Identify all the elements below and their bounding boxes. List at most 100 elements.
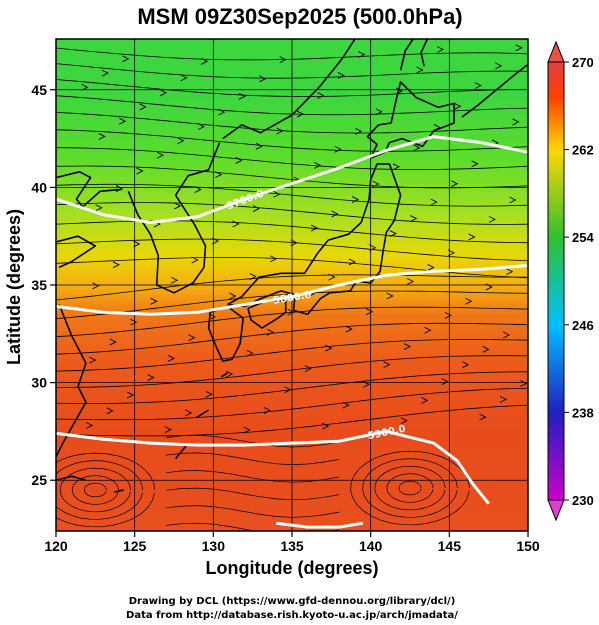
streamline-arrow (454, 103, 462, 110)
streamline-arrow (328, 273, 336, 281)
streamline-arrow (255, 142, 264, 150)
page-title: MSM 09Z30Sep2025 (500.0hPa) (137, 4, 462, 29)
coastline (420, 39, 429, 67)
streamline-arrow (424, 326, 432, 334)
streamline-arrow (314, 161, 322, 169)
streamline-arrow (270, 255, 278, 263)
streamline-arrow (95, 204, 103, 212)
colorbar-top-arrow (547, 40, 565, 63)
y-tick-label: 40 (31, 179, 47, 195)
streamline-arrow (337, 72, 345, 79)
streamline-arrow (321, 422, 330, 430)
streamline-arrow (462, 361, 470, 369)
streamline-arrow (410, 215, 418, 222)
streamline-arrow (279, 56, 287, 64)
streamline-arrow (342, 401, 350, 409)
streamline-arrow (430, 198, 438, 206)
streamline (166, 505, 340, 518)
streamline-arrow (334, 145, 342, 153)
streamline-arrow (515, 44, 523, 52)
streamline-arrow (392, 163, 400, 171)
streamline-arrow (235, 157, 243, 164)
colorbar-body (547, 61, 565, 501)
streamline-arrow (170, 276, 179, 284)
y-axis-ticks: 25 30 35 40 45 (31, 82, 56, 488)
streamline-arrow (474, 82, 482, 90)
streamline-arrow (188, 334, 196, 342)
streamline-arrow (471, 160, 479, 168)
streamline-arrow (509, 196, 517, 204)
coastline (56, 235, 97, 269)
y-tick-label: 35 (31, 277, 47, 293)
colorbar-tick-label: 246 (572, 318, 594, 333)
streamline-arrow (180, 74, 188, 82)
streamline-arrow (358, 51, 366, 58)
streamline-arrow (147, 374, 155, 381)
coastline (56, 304, 87, 458)
credit-line-2: Data from http://database.rish.kyoto-u.a… (126, 610, 458, 621)
streamline-arrow (479, 413, 487, 421)
colorbar-tick-label: 254 (572, 230, 594, 245)
colorbar: 230 238 246 254 262 270 (547, 40, 594, 522)
streamline-arrow (325, 344, 333, 352)
streamline-arrow (512, 118, 520, 126)
streamline-arrow (130, 318, 138, 326)
streamline-arrow (266, 328, 275, 336)
streamline (166, 470, 340, 483)
streamline-eddy (374, 465, 446, 511)
streamline-arrow (317, 92, 325, 99)
streamline-arrow (232, 220, 240, 228)
x-tick-label: 120 (44, 538, 68, 554)
streamline-arrow (92, 282, 100, 290)
streamline (166, 487, 340, 501)
streamline-arrow (273, 190, 281, 198)
coastline (56, 475, 87, 481)
streamline-eddy (398, 480, 422, 496)
streamline-arrow (389, 230, 397, 237)
streamline-arrow (450, 180, 459, 188)
streamline-arrow (331, 210, 339, 218)
height-contour (276, 521, 364, 529)
x-tick-label: 150 (516, 538, 540, 554)
streamline-arrow (506, 268, 514, 276)
streamline-arrow (174, 202, 182, 210)
y-tick-label: 45 (31, 82, 47, 98)
coastline (207, 305, 244, 362)
streamline-arrow (197, 123, 205, 131)
streamline-arrow (345, 325, 353, 333)
colorbar-tick-label: 270 (572, 55, 594, 70)
coastline (399, 39, 414, 71)
streamline-arrow (229, 292, 237, 300)
x-tick-label: 135 (280, 538, 304, 554)
streamline-arrow (238, 92, 246, 100)
streamline-arrow (287, 308, 295, 316)
streamline-arrow (383, 361, 391, 369)
streamline-arrow (185, 409, 193, 417)
streamline-arrow (290, 239, 298, 247)
streamline-arrow (386, 292, 394, 300)
streamline-arrow (296, 110, 305, 118)
streamline-arrow (89, 356, 97, 364)
x-tick-label: 125 (123, 538, 147, 554)
colorbar-tick-label: 262 (572, 143, 594, 158)
streamline-arrow (112, 261, 120, 269)
streamline-arrow (284, 386, 292, 394)
streamline-arrow (205, 390, 213, 398)
gridlines (56, 39, 528, 531)
streamline-arrow (208, 313, 216, 321)
colorbar-ticks: 230 238 246 254 262 270 (564, 55, 594, 508)
streamline-arrow (133, 240, 141, 248)
streamline-arrow (211, 237, 220, 245)
coastline (56, 171, 123, 208)
streamline-eddy (386, 473, 434, 503)
streamline-eddy (83, 482, 107, 498)
streamline-eddy (362, 458, 458, 518)
streamline-eddy (56, 460, 144, 520)
x-tick-label: 140 (359, 538, 383, 554)
streamline (166, 452, 340, 465)
streamline-arrow (106, 407, 114, 415)
height-contour (56, 429, 490, 505)
